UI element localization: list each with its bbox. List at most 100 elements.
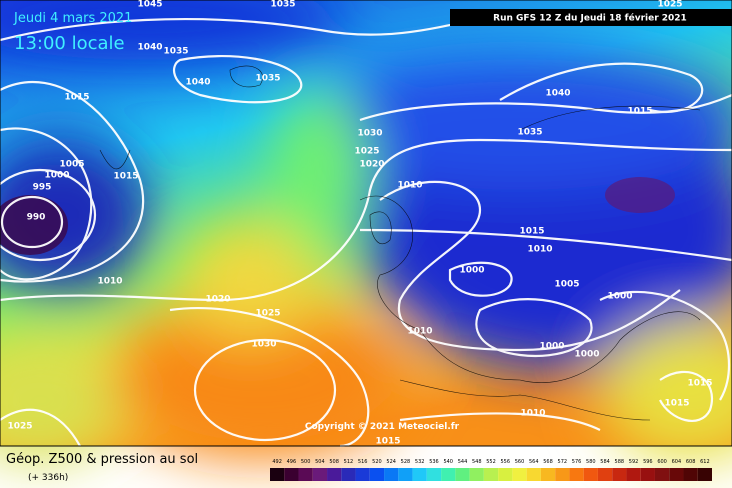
scale-label: 604 <box>672 459 682 465</box>
scale-swatch <box>412 468 427 481</box>
scale-label: 608 <box>686 459 696 465</box>
isobar-label: 1010 <box>397 181 422 191</box>
scale-label: 568 <box>543 459 553 465</box>
map-field <box>0 0 732 460</box>
scale-label: 596 <box>643 459 653 465</box>
isobar-label: 1035 <box>270 0 295 10</box>
isobar-label: 1015 <box>64 93 89 103</box>
run-banner <box>450 9 732 26</box>
isobar-label: 1025 <box>354 147 379 157</box>
scale-label: 600 <box>657 459 667 465</box>
scale-swatch <box>483 468 499 481</box>
scale-label: 576 <box>572 459 582 465</box>
scale-swatch <box>555 468 570 481</box>
isobar-label: 1035 <box>255 74 280 84</box>
isobar-label: 1015 <box>519 227 544 237</box>
scale-label: 512 <box>344 459 354 465</box>
forecast-time: 13:00 locale <box>14 33 125 54</box>
isobar-label: 1030 <box>251 340 276 350</box>
scale-swatch <box>327 468 342 481</box>
footer-title: Géop. Z500 & pression au sol <box>6 452 198 467</box>
scale-swatch <box>298 468 313 481</box>
lead-time: (+ 336h) <box>28 473 68 483</box>
scale-label: 564 <box>529 459 539 465</box>
isobar-label: 1020 <box>359 160 384 170</box>
scale-label: 552 <box>486 459 496 465</box>
scale-swatch <box>540 468 556 481</box>
scale-swatch <box>597 468 613 481</box>
run-info: Run GFS 12 Z du Jeudi 18 février 2021 <box>493 13 687 24</box>
scale-swatch <box>669 468 684 481</box>
isobar-label: 1040 <box>545 89 570 99</box>
isobar-label: 1015 <box>627 107 652 117</box>
isobar-label: 1010 <box>527 245 552 255</box>
scale-swatch <box>569 468 584 481</box>
scale-swatch <box>312 468 328 481</box>
isobar-label: 1015 <box>113 172 138 182</box>
isobar-label: 1040 <box>185 78 210 88</box>
scale-swatch <box>640 468 655 481</box>
scale-swatch <box>626 468 641 481</box>
scale-swatch <box>455 468 470 481</box>
scale-swatch <box>526 468 541 481</box>
forecast-date: Jeudi 4 mars 2021 <box>13 11 132 26</box>
isobar-label: 1025 <box>255 309 280 319</box>
isobar-label: 1030 <box>357 129 382 139</box>
isobar-label: 1010 <box>407 327 432 337</box>
scale-label: 492 <box>272 459 282 465</box>
isobar-label: 1035 <box>163 47 188 57</box>
copyright: Copyright © 2021 Meteociel.fr <box>305 422 460 432</box>
scale-label: 496 <box>287 459 297 465</box>
scale-swatch <box>270 468 285 481</box>
scale-label: 556 <box>500 459 510 465</box>
scale-swatch <box>512 468 527 481</box>
isobar-label: 1000 <box>574 350 599 360</box>
scale-swatch <box>583 468 598 481</box>
scale-swatch <box>369 468 385 481</box>
isobar-label: 1040 <box>137 43 162 53</box>
scale-label: 584 <box>600 459 610 465</box>
scale-swatch <box>355 468 370 481</box>
color-scale: 492 496 500 504 508 512 516 520 524 528 532 536 540 5… <box>270 459 712 481</box>
isobar-label: 1005 <box>554 280 579 290</box>
scale-label: 592 <box>629 459 639 465</box>
isobar-label: 1045 <box>137 0 162 10</box>
scale-swatch <box>654 468 670 481</box>
scale-label: 612 <box>700 459 710 465</box>
scale-label: 516 <box>358 459 368 465</box>
isobar-label: 1025 <box>7 422 32 432</box>
scale-swatch <box>384 468 399 481</box>
scale-swatch <box>498 468 513 481</box>
scale-label: 500 <box>301 459 311 465</box>
scale-swatch <box>341 468 356 481</box>
scale-label: 524 <box>386 459 396 465</box>
scale-label: 548 <box>472 459 482 465</box>
isobar-label: 1015 <box>687 379 712 389</box>
scale-swatch <box>612 468 627 481</box>
scale-label: 504 <box>315 459 325 465</box>
isobar-label: 1015 <box>375 437 400 447</box>
scale-label: 560 <box>515 459 525 465</box>
scale-label: 528 <box>401 459 411 465</box>
scale-label: 508 <box>329 459 339 465</box>
scale-swatch <box>284 468 299 481</box>
isobar-label: 1005 <box>59 160 84 170</box>
isobar-label: 1000 <box>459 266 484 276</box>
scale-label: 588 <box>615 459 625 465</box>
isobar-label: 1020 <box>205 295 230 305</box>
scale-label: 532 <box>415 459 425 465</box>
scale-label: 580 <box>586 459 596 465</box>
scale-swatch <box>426 468 442 481</box>
scale-swatch <box>469 468 484 481</box>
scale-label: 540 <box>443 459 453 465</box>
isobar-label: 1015 <box>664 399 689 409</box>
scale-label: 572 <box>558 459 568 465</box>
scale-label: 536 <box>429 459 439 465</box>
scale-swatch <box>398 468 413 481</box>
isobar-label: 1010 <box>520 409 545 419</box>
isobar-label: 1000 <box>44 171 69 181</box>
isobar-label: 1000 <box>607 292 632 302</box>
scale-swatch <box>441 468 456 481</box>
isobar-label: 1025 <box>657 0 682 10</box>
